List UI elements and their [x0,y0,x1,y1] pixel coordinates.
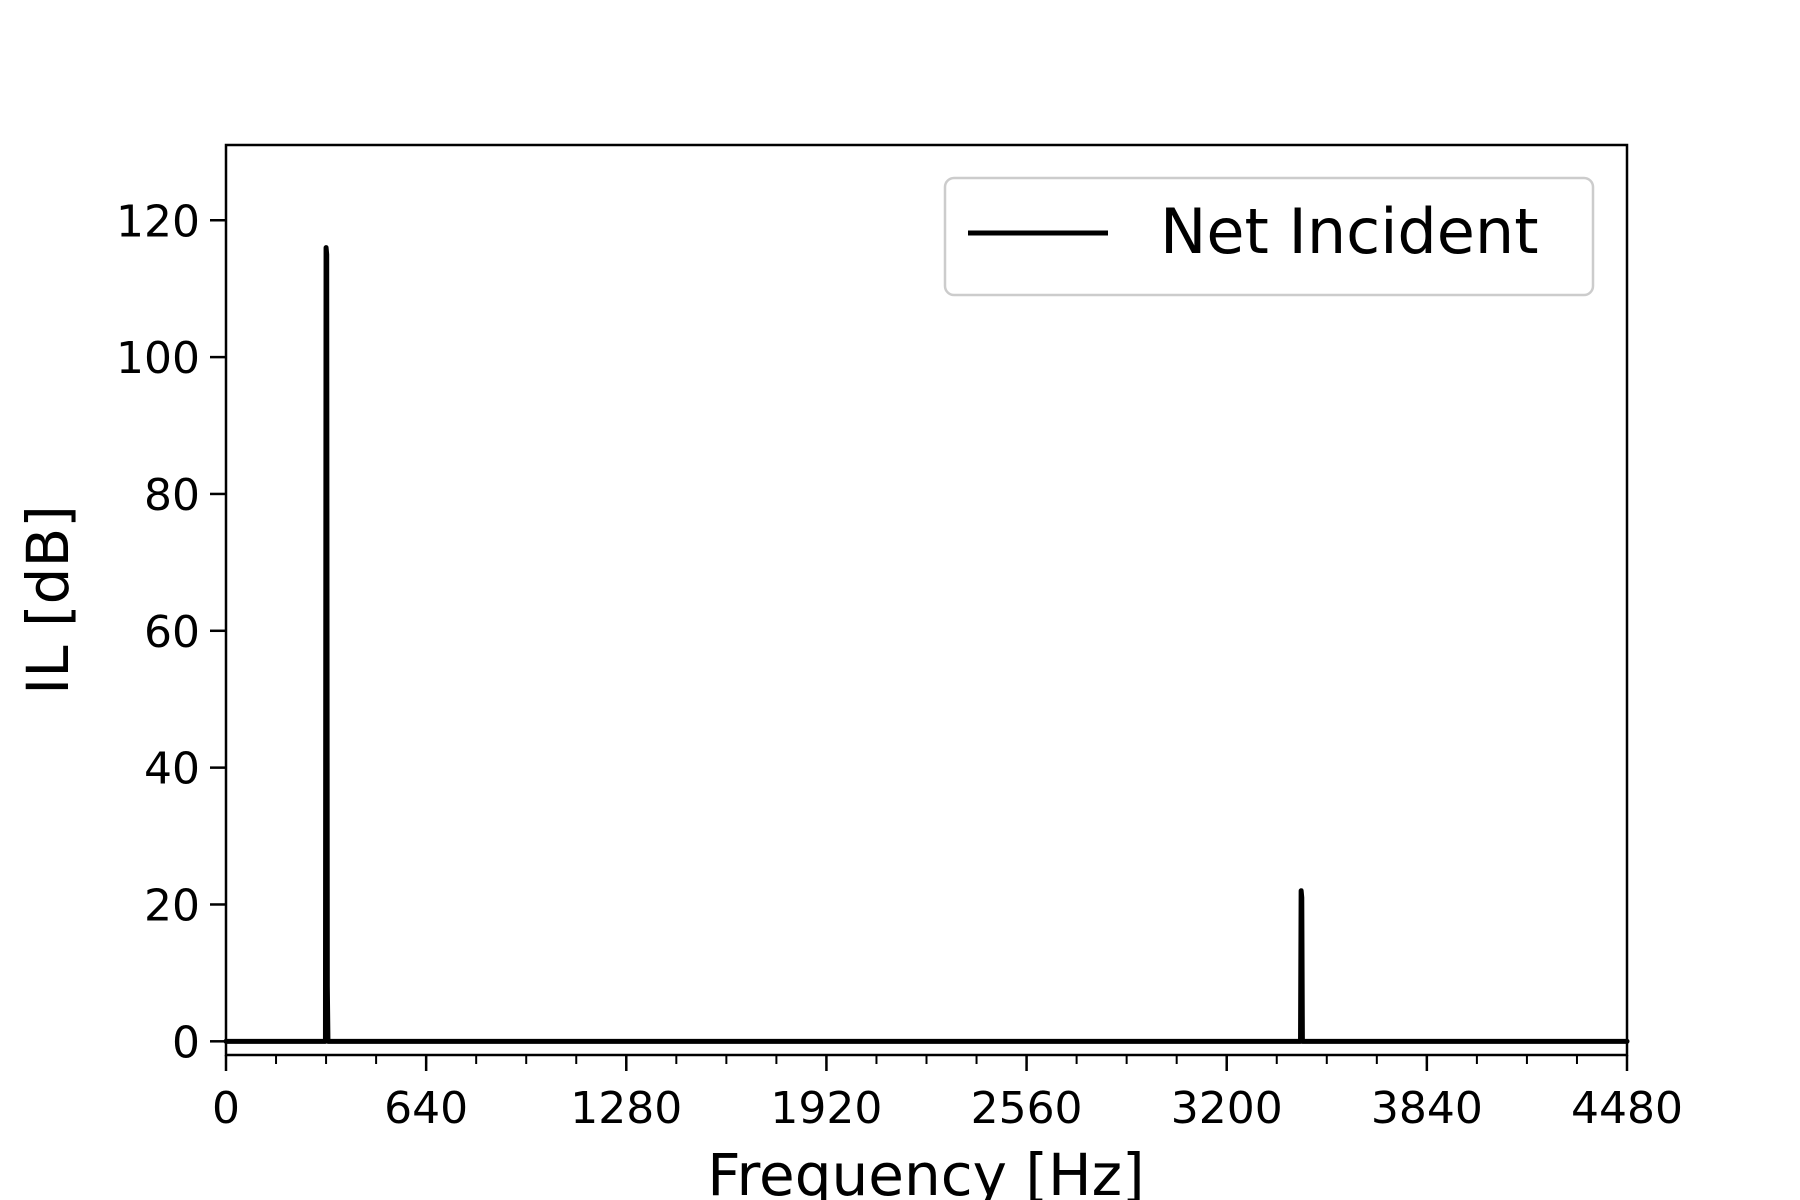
y-tick-label: 80 [144,470,200,521]
x-tick-label: 0 [212,1083,240,1134]
series-line-net-incident [223,245,1630,1044]
legend-box [943,176,1595,297]
legend-label-net-incident: Net Incident [1160,195,1539,268]
legend: Net Incident [943,176,1595,297]
x-axis-ticks: 0 640 1280 1920 2560 3200 3840 4480 [212,1055,1683,1134]
x-tick-label: 1920 [770,1083,882,1134]
x-tick-label: 2560 [971,1083,1083,1134]
x-tick-label: 4480 [1571,1083,1683,1134]
y-tick-label: 20 [144,880,200,931]
y-tick-label: 0 [172,1017,200,1068]
x-tick-label: 3840 [1371,1083,1483,1134]
y-tick-label: 120 [116,196,200,247]
x-tick-label: 3200 [1171,1083,1283,1134]
y-axis-ticks: 0 20 40 60 80 100 120 [116,196,226,1068]
y-axis-title: IL [dB] [14,505,82,695]
x-axis-title: Frequency [Hz] [707,1141,1144,1200]
y-tick-label: 60 [144,607,200,658]
x-tick-label: 1280 [570,1083,682,1134]
x-tick-label: 640 [384,1083,468,1134]
y-tick-label: 100 [116,333,200,384]
series-layer [223,245,1630,1044]
y-tick-label: 40 [144,744,200,795]
plot-area: 0 640 1280 1920 2560 3200 3840 4480 0 20 40 60 80 10… [116,143,1683,1134]
